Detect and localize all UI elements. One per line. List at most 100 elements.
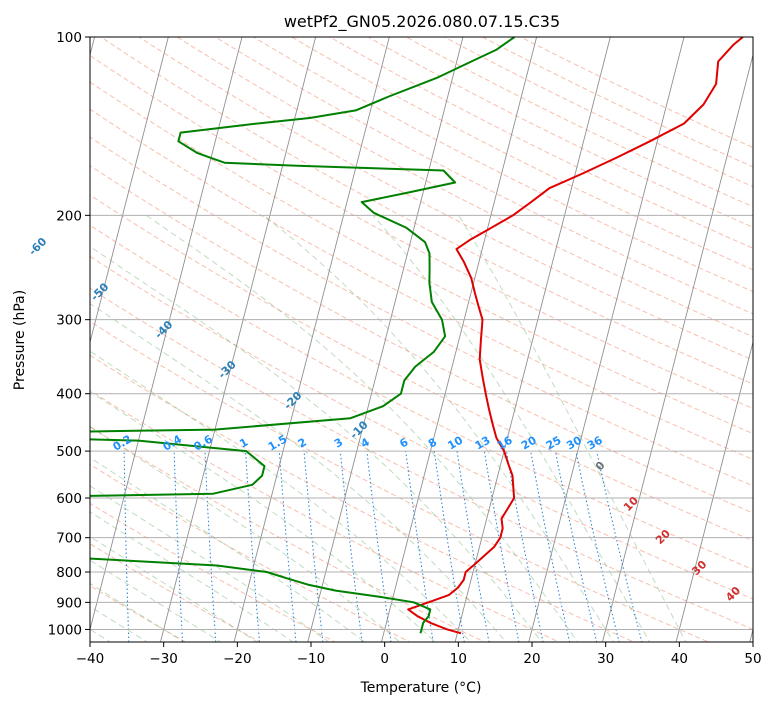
y-tick-label: 800 — [56, 565, 82, 581]
mixing-ratio-label: 36 — [585, 433, 605, 452]
dry-adiabat-line — [481, 37, 753, 168]
dry-adiabat-line — [138, 37, 753, 361]
mixing-ratio-label: 0.2 — [111, 433, 134, 454]
moist-adiabat-line — [145, 214, 579, 642]
dry-adiabat-line — [90, 502, 337, 642]
moist-adiabat-line — [458, 215, 687, 642]
dry-adiabat-line — [90, 165, 753, 514]
dry-adiabat-line — [90, 54, 753, 410]
y-tick-label: 100 — [56, 30, 82, 46]
dry-adiabat-line — [252, 37, 753, 293]
isotherm-label: -30 — [216, 358, 239, 381]
chart-title: wetPf2_GN05.2026.080.07.15.C35 — [284, 12, 560, 32]
profile-series — [90, 37, 744, 635]
moist-adiabat-label: 40 — [723, 584, 743, 604]
dry-adiabat-line — [90, 426, 486, 642]
x-tick-label: −10 — [297, 651, 326, 667]
y-axis: 1000 900 800 700 600 500 400 300 200 100 — [48, 30, 90, 638]
background-lines — [90, 37, 753, 642]
moist-adiabat-line — [90, 391, 437, 642]
moist-adiabat-line — [90, 628, 112, 642]
x-tick-label: −20 — [223, 651, 252, 667]
dry-adiabat-line — [90, 543, 262, 642]
isotherm-line — [675, 340, 753, 642]
isotherm-label: -20 — [281, 389, 304, 412]
mixing-ratio-line — [245, 451, 261, 642]
y-tick-label: 200 — [56, 208, 82, 224]
moist-adiabat-line — [90, 302, 507, 642]
moist-adiabat-line — [90, 511, 294, 642]
x-axis: −40 −30 −20 −10 0 10 20 30 40 50 — [76, 642, 762, 667]
y-tick-label: 400 — [56, 387, 82, 403]
dry-adiabat-line — [405, 37, 753, 208]
moist-adiabat-line — [90, 559, 222, 642]
dry-adiabat-line — [366, 37, 753, 228]
dry-adiabat-line — [90, 389, 561, 642]
mixing-ratio-label: 1 — [237, 436, 250, 451]
x-tick-label: −30 — [149, 651, 178, 667]
isotherm-line — [160, 37, 317, 642]
isotherm-line — [749, 627, 753, 642]
dry-adiabat-line — [176, 37, 753, 338]
mixing-ratio-line — [433, 451, 465, 642]
x-tick-label: 40 — [671, 651, 688, 667]
isotherm-line — [381, 37, 538, 642]
moist-adiabat-line — [372, 214, 651, 642]
x-tick-label: −40 — [76, 651, 105, 667]
mixing-ratio-line — [278, 451, 297, 642]
dry-adiabat-line — [519, 37, 753, 149]
dry-adiabat-line — [90, 463, 411, 642]
dry-adiabat-line — [90, 194, 753, 542]
dewpoint-profile-line — [90, 37, 516, 634]
dry-adiabat-line — [90, 255, 753, 600]
moist-adiabat-line — [90, 245, 543, 642]
x-tick-label: 30 — [597, 651, 614, 667]
mixing-ratio-label: 25 — [544, 434, 564, 453]
dry-adiabat-line — [90, 81, 753, 435]
mixing-ratio-label: 2 — [296, 436, 309, 451]
isotherm-label: -50 — [88, 280, 111, 303]
dry-adiabat-line — [443, 37, 753, 188]
x-tick-label: 10 — [450, 651, 467, 667]
mixing-ratio-line — [123, 451, 130, 642]
mixing-ratio-label: 0.6 — [191, 432, 215, 453]
y-tick-label: 300 — [56, 313, 82, 329]
y-tick-label: 600 — [56, 491, 82, 507]
mixing-ratio-label: 1.5 — [266, 433, 289, 454]
isotherm-line — [307, 37, 464, 642]
mixing-ratio-label: 6 — [397, 435, 410, 450]
mixing-ratio-label: 3 — [332, 436, 345, 451]
y-tick-label: 1000 — [48, 622, 82, 638]
isotherm-line — [528, 37, 685, 642]
mixing-ratio-line — [596, 451, 643, 642]
moist-adiabat-line — [90, 350, 472, 642]
dry-adiabat-line — [90, 108, 753, 460]
y-tick-label: 700 — [56, 531, 82, 547]
grid-lines — [90, 37, 753, 630]
dry-adiabat-line — [100, 37, 753, 385]
isotherm-label: -60 — [26, 235, 49, 258]
x-tick-label: 50 — [744, 651, 761, 667]
dry-adiabat-line — [90, 136, 753, 487]
isotherm-line — [233, 37, 390, 642]
mixing-ratio-label: 4 — [359, 435, 372, 450]
moist-adiabat-line — [90, 457, 366, 642]
moist-adiabat-line — [90, 582, 185, 642]
temperature-profile-line — [407, 37, 744, 635]
dry-adiabat-line — [214, 37, 753, 315]
mixing-ratio-line — [366, 451, 392, 642]
x-tick-label: 0 — [380, 651, 389, 667]
moist-adiabat-label: 30 — [689, 558, 709, 578]
plot-frame — [89, 36, 754, 643]
isotherm-label: -40 — [152, 318, 175, 341]
moist-adiabat-label: 10 — [621, 494, 641, 514]
mixing-ratio-label: 16 — [495, 433, 515, 452]
y-axis-label: Pressure (hPa) — [12, 290, 28, 390]
mixing-ratio-label: 8 — [426, 436, 439, 451]
mixing-ratio-line — [173, 451, 184, 642]
dry-adiabat-line — [90, 320, 710, 642]
isotherm-line — [90, 37, 169, 345]
dry-adiabat-line — [90, 354, 636, 642]
